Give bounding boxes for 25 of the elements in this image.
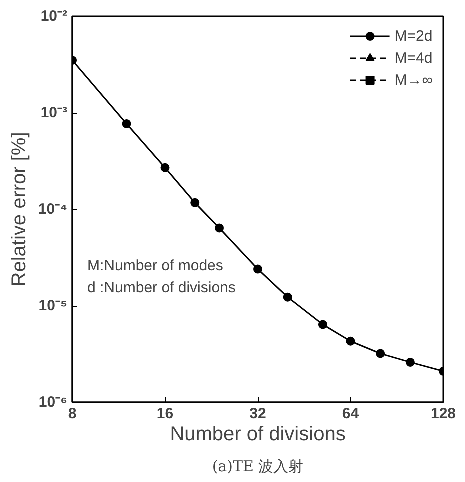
point xyxy=(283,292,292,302)
y-tick-label: 10⁻⁴ xyxy=(38,201,68,218)
x-tick-label: 64 xyxy=(342,406,360,422)
point xyxy=(190,198,200,208)
point xyxy=(406,358,415,367)
y-tick-label: 10⁻³ xyxy=(40,104,68,122)
legend-label: M=4d xyxy=(394,50,433,66)
x-tick-label: 128 xyxy=(430,406,456,422)
y-axis-title: Relative error [%] xyxy=(8,132,30,287)
x-tick-label: 32 xyxy=(250,406,266,422)
x-tick-label: 8 xyxy=(68,406,77,422)
text: (a)TE 波入射 xyxy=(212,458,304,476)
y-tick-label: 10⁻⁶ xyxy=(38,394,68,411)
point xyxy=(160,163,170,172)
annotation: d :Number of divisions xyxy=(88,280,236,296)
annotation: M:Number of modes xyxy=(88,258,224,274)
legend-label: M→∞ xyxy=(394,72,433,88)
y-tick-label: 10⁻⁵ xyxy=(38,298,68,314)
point xyxy=(376,349,386,358)
point xyxy=(254,264,262,274)
x-tick-label: 16 xyxy=(156,406,174,422)
x-axis-title: Number of divisions xyxy=(170,424,346,446)
legend-label: M=2d xyxy=(394,28,433,44)
point xyxy=(346,336,356,346)
y-tick-label: 10⁻² xyxy=(40,8,68,25)
